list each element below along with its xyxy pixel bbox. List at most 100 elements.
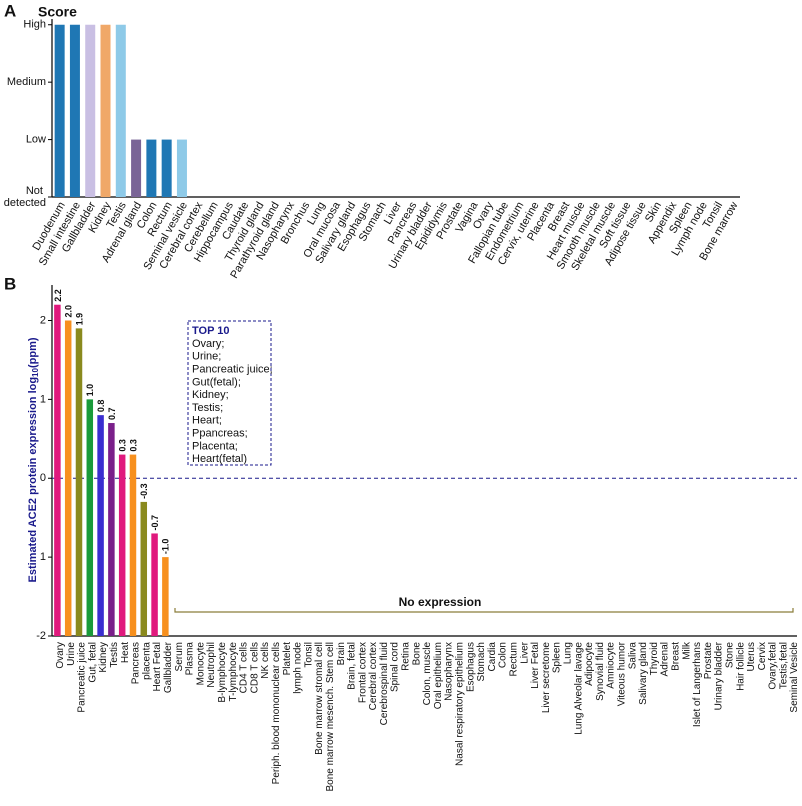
top-item: Kidney; — [192, 389, 229, 401]
y-tick-label: -2 — [36, 630, 46, 642]
x-tick-label: Islet of Langerhans — [692, 642, 703, 727]
x-tick-label: Stone — [724, 642, 735, 669]
value-label: -0.7 — [150, 515, 160, 531]
value-label: 2.2 — [53, 289, 63, 302]
x-tick-label: Liver Fetal — [530, 642, 541, 689]
x-tick-label: Gallbladder — [163, 641, 174, 693]
bar — [146, 139, 157, 197]
x-tick-label: Esophagus — [465, 642, 476, 692]
x-tick-label: Nasopharynx — [444, 642, 455, 701]
x-tick-label: CD4 T cells — [239, 642, 250, 693]
y-tick-label: 1 — [40, 551, 46, 563]
x-tick-label: Lung — [563, 642, 574, 664]
x-tick-label: Monocyte — [195, 642, 206, 686]
x-tick-label: Heart Fetal — [152, 642, 163, 691]
bar — [131, 139, 142, 197]
x-tick-label: Testis,fetal — [778, 642, 789, 689]
x-tick-label: Breast — [670, 642, 681, 671]
x-tick-label: Platelet — [282, 642, 293, 676]
x-tick-label: Pancreatic juice — [77, 642, 88, 713]
value-label: -1.0 — [161, 539, 171, 555]
bar — [162, 557, 169, 636]
x-tick-label: Hair follicle — [735, 642, 746, 691]
no-expression: No expression — [399, 595, 482, 609]
x-tick-label: Cerebral cortex — [368, 642, 379, 710]
x-tick-label: Heat — [120, 642, 131, 663]
x-tick-label: Oral epithelium — [433, 642, 444, 709]
bar — [54, 304, 61, 636]
top-item: Testis; — [192, 402, 223, 414]
x-tick-label: Brain — [336, 642, 347, 665]
x-tick-label: Spleen — [552, 642, 563, 673]
bar — [97, 415, 104, 636]
chart-title: Score — [38, 4, 77, 20]
bar — [118, 454, 126, 636]
x-tick-label: Plasma — [185, 642, 196, 676]
y-axis-label: Estimated ACE2 protein expression log10(… — [27, 337, 40, 582]
value-label: 0.8 — [96, 400, 106, 413]
x-tick-label: Bone — [411, 642, 422, 666]
bar — [86, 399, 94, 636]
value-label: 0.3 — [128, 439, 138, 452]
x-tick-label: Cardia — [487, 642, 498, 672]
x-tick-label: Stomach — [476, 642, 487, 681]
bar — [161, 139, 172, 197]
y-tick-label: 2 — [40, 314, 46, 326]
x-tick-label: NK cells — [260, 642, 271, 679]
top-item: Ppancreas; — [192, 428, 248, 440]
top-box — [187, 320, 272, 466]
x-tick-label: Thyroid — [649, 642, 660, 675]
x-tick-label: Cervix — [757, 642, 768, 670]
x-tick-label: Gut, fetal — [87, 642, 98, 683]
value-label: -0.3 — [139, 483, 149, 499]
top-item: Heart(fetal) — [192, 453, 247, 465]
top-item: Urine; — [192, 351, 221, 363]
bar — [85, 24, 96, 197]
x-tick-label: Colon — [498, 642, 509, 668]
x-tick-label: Tonsil — [303, 642, 314, 668]
x-tick-label: Cerebrospinal fluid — [379, 642, 390, 725]
x-tick-label: Frontal cortex — [357, 642, 368, 703]
bar — [140, 501, 148, 636]
y-axis-label-tail: (ppm) — [27, 337, 39, 368]
value-label: 1.9 — [74, 313, 84, 326]
bar — [75, 328, 83, 636]
y-tick-label: 0 — [40, 472, 46, 484]
value-label: 0.3 — [118, 439, 128, 452]
y-tick-label: Low — [26, 133, 46, 145]
bar — [100, 24, 111, 197]
x-tick-label: Testis — [109, 642, 120, 668]
x-tick-label: Kidney — [98, 642, 109, 673]
x-tick-label: Rectum — [509, 642, 520, 676]
bar — [108, 423, 115, 636]
x-tick-label: lymph node — [293, 642, 304, 694]
x-tick-label: Brain, fetal — [347, 642, 358, 690]
y-tick-label: High — [23, 19, 46, 31]
bar — [129, 454, 137, 636]
bar — [64, 320, 72, 636]
bar — [115, 24, 126, 197]
x-tick-label: Bone marrow stromal cell — [314, 642, 325, 755]
x-tick-label: Liver secretome — [541, 642, 552, 714]
bar — [151, 533, 158, 636]
y-tick-label: Medium — [7, 76, 46, 88]
x-tick-label: Colon, muscle — [422, 642, 433, 706]
x-tick-label: Nasal respiratory epithelium — [455, 642, 466, 766]
value-label: 2.0 — [64, 305, 74, 318]
y-tick-label: 1 — [40, 393, 46, 405]
top-item: Placenta; — [192, 440, 238, 452]
value-label: 0.7 — [107, 408, 117, 421]
x-tick-label: Periph. blood mononuclear cells — [271, 642, 282, 784]
x-tick-label: Neutrophil — [206, 642, 217, 688]
x-tick-label: Bone marrow mesench. Stem cell — [325, 642, 336, 792]
x-tick-label: Prostate — [703, 642, 714, 680]
y-axis-label-text: Estimated ACE2 protein expression log — [27, 377, 39, 583]
x-tick-label: B-lymphocyte — [217, 642, 228, 703]
x-tick-label: Urinary bladder — [714, 641, 725, 710]
x-tick-label: CD8 T cells — [249, 642, 260, 693]
top-title: TOP 10 — [192, 325, 230, 337]
bracket — [174, 608, 794, 613]
x-tick-label: Viteous humor — [616, 641, 627, 706]
value-label: 1.0 — [85, 384, 95, 397]
x-tick-label: Lung Alveolar lavage — [573, 642, 584, 735]
